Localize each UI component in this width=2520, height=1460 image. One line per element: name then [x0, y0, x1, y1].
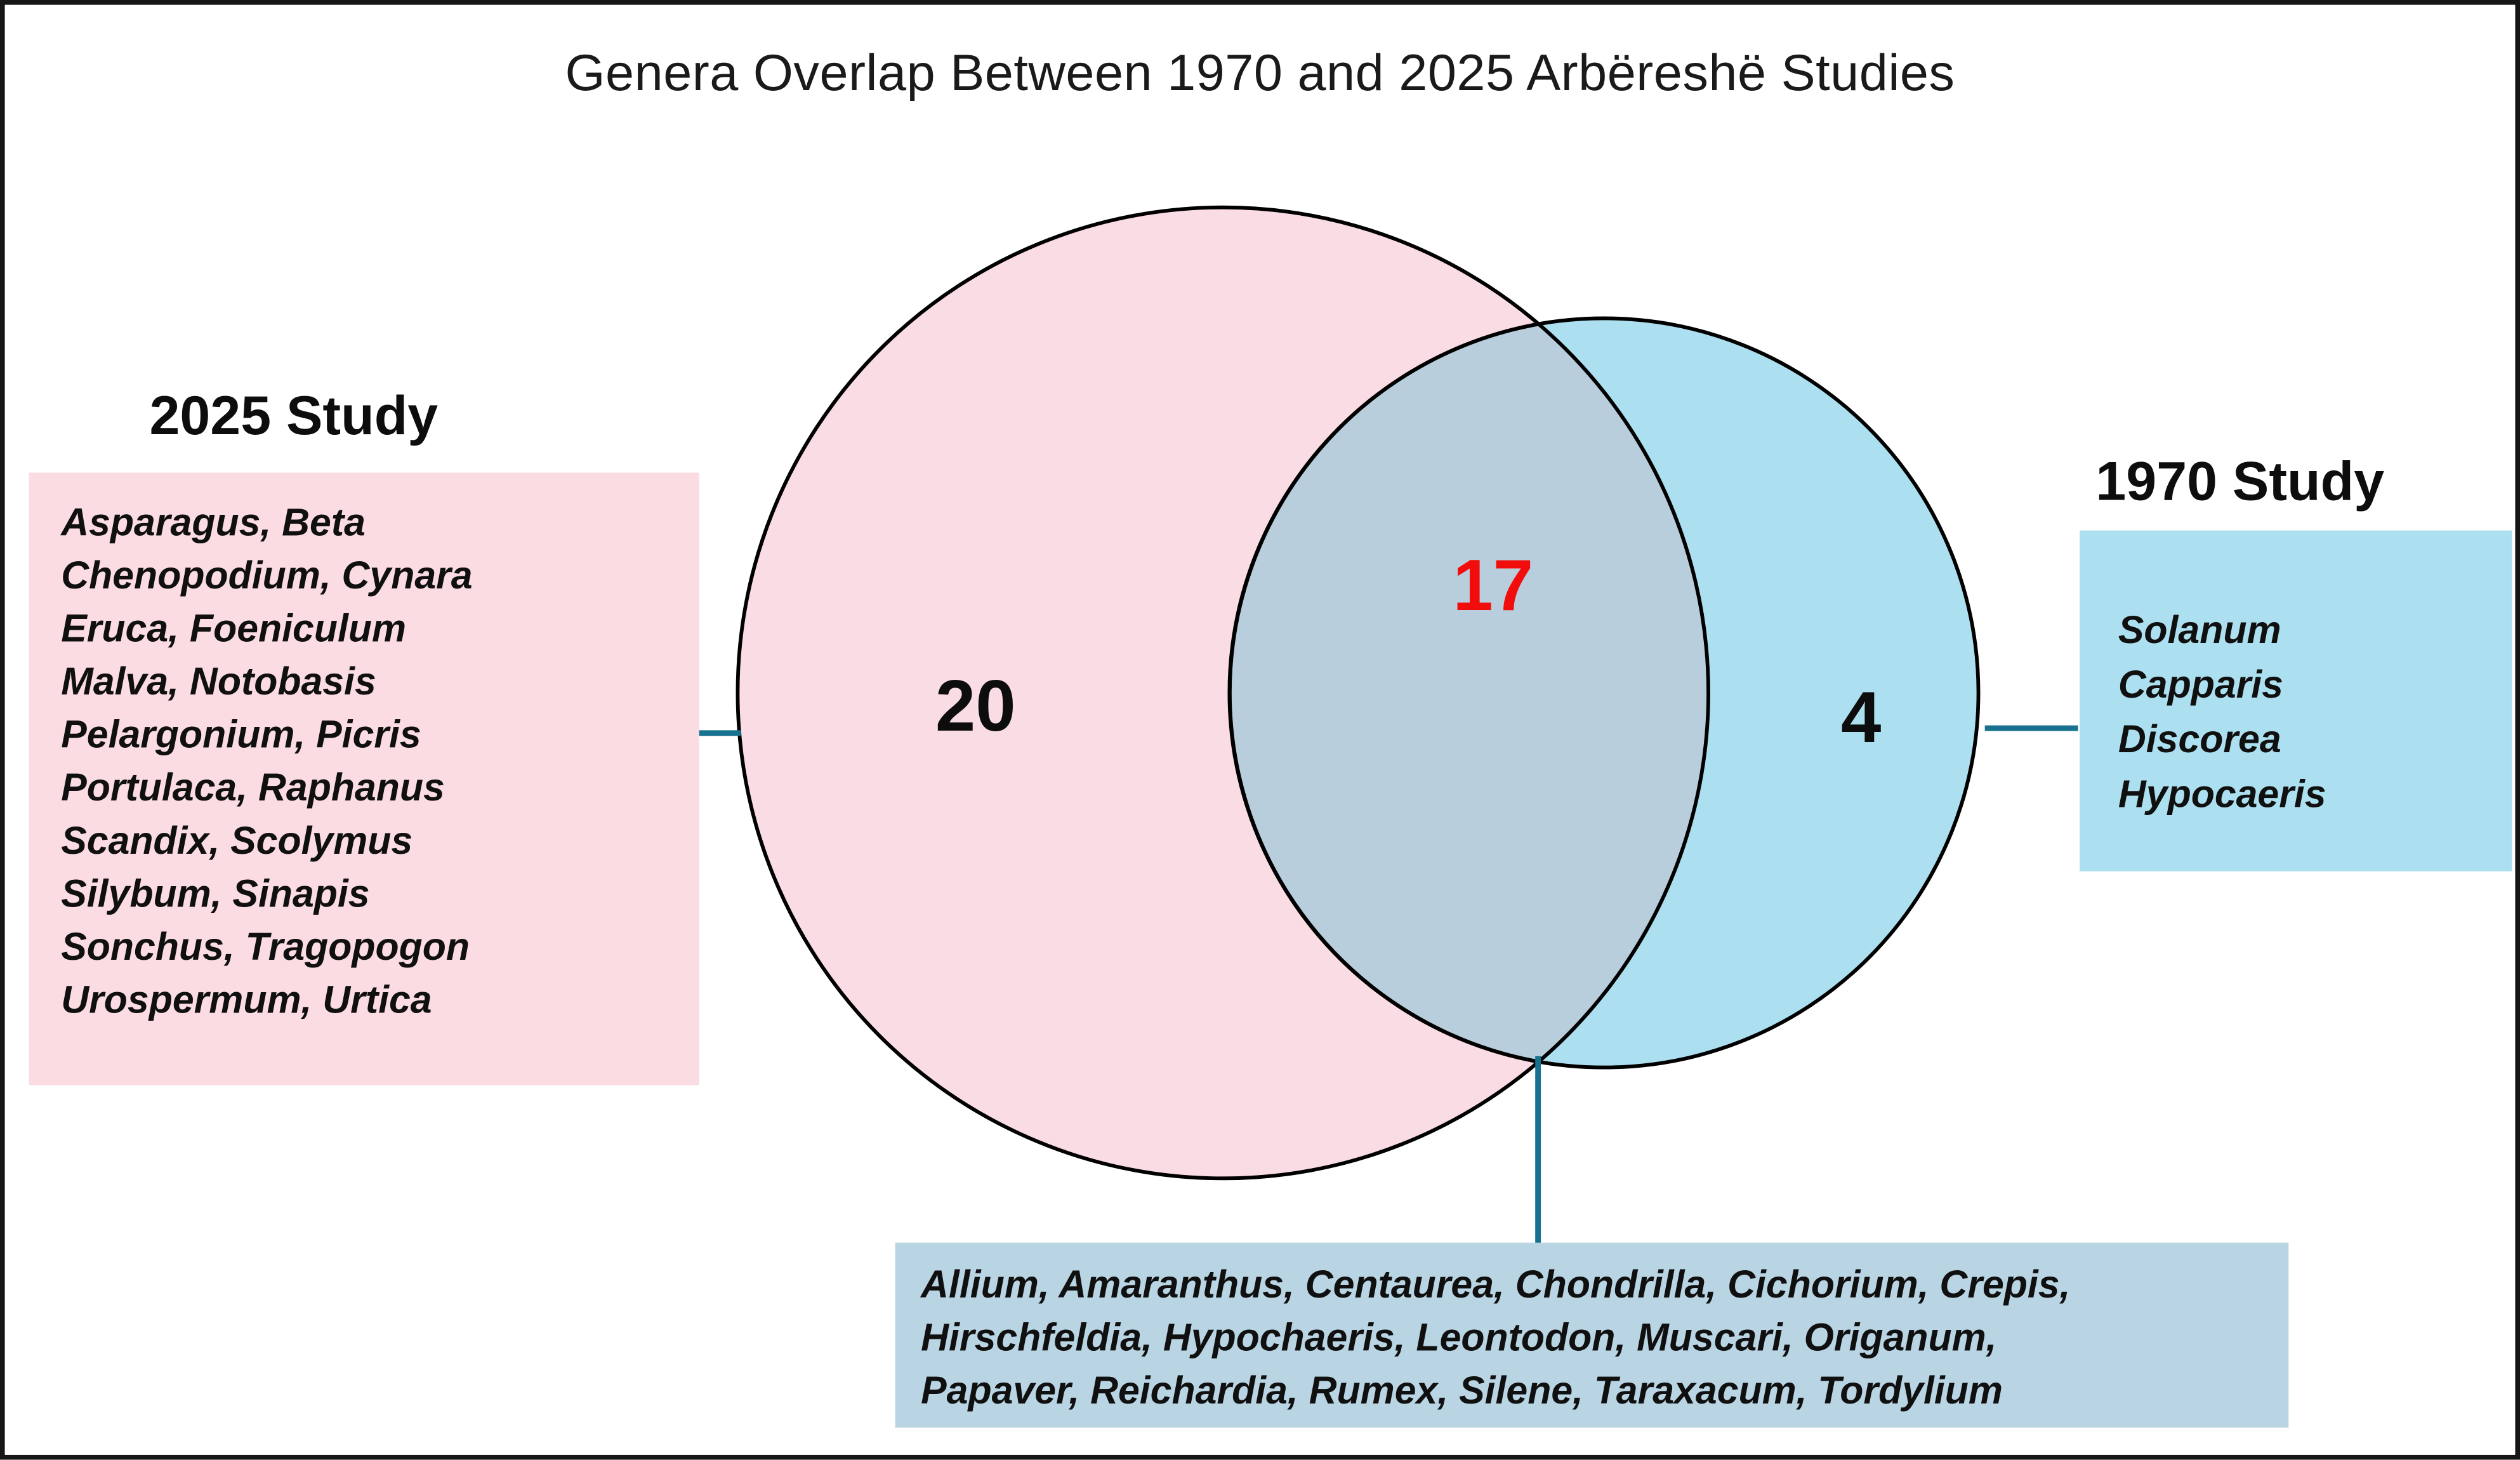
genera-line: Papaver, Reichardia, Rumex, Silene, Tara… [921, 1369, 2003, 1414]
genera-line: Discorea [2118, 719, 2281, 762]
genera-line: Solanum [2118, 609, 2281, 653]
right-genera-box: Solanum Capparis Discorea Hypocaeris [2080, 530, 2512, 872]
genera-line: Asparagus, Beta [61, 501, 366, 545]
right-study-heading: 1970 Study [2095, 451, 2385, 513]
genera-line: Malva, Notobasis [61, 660, 376, 705]
genera-line: Portulaca, Raphanus [61, 767, 445, 811]
left-unique-count: 20 [935, 665, 1016, 747]
overlap-genera-box: Allium, Amaranthus, Centaurea, Chondrill… [895, 1242, 2289, 1428]
genera-line: Pelargonium, Picris [61, 713, 421, 757]
genera-line: Hypocaeris [2118, 773, 2326, 817]
genera-line: Silybum, Sinapis [61, 873, 370, 917]
genera-line: Allium, Amaranthus, Centaurea, Chondrill… [921, 1263, 2071, 1307]
genera-line: Hirschfeldia, Hypochaeris, Leontodon, Mu… [921, 1317, 1997, 1360]
left-study-heading: 2025 Study [149, 385, 439, 448]
genera-line: Capparis [2118, 663, 2283, 708]
genera-line: Scandix, Scolymus [61, 820, 413, 863]
genera-line: Chenopodium, Cynara [61, 554, 473, 599]
figure-title: Genera Overlap Between 1970 and 2025 Arb… [565, 43, 1955, 102]
overlap-region-shape [1227, 322, 1710, 1064]
left-genera-box: Asparagus, Beta Chenopodium, Cynara Eruc… [29, 472, 699, 1085]
right-unique-count: 4 [1840, 675, 1882, 759]
genera-line: Urospermum, Urtica [61, 979, 432, 1023]
genera-line: Sonchus, Tragopogon [61, 926, 470, 970]
genera-line: Eruca, Foeniculum [61, 607, 407, 651]
venn-diagram [699, 205, 2078, 1264]
overlap-count: 17 [1453, 544, 1534, 627]
